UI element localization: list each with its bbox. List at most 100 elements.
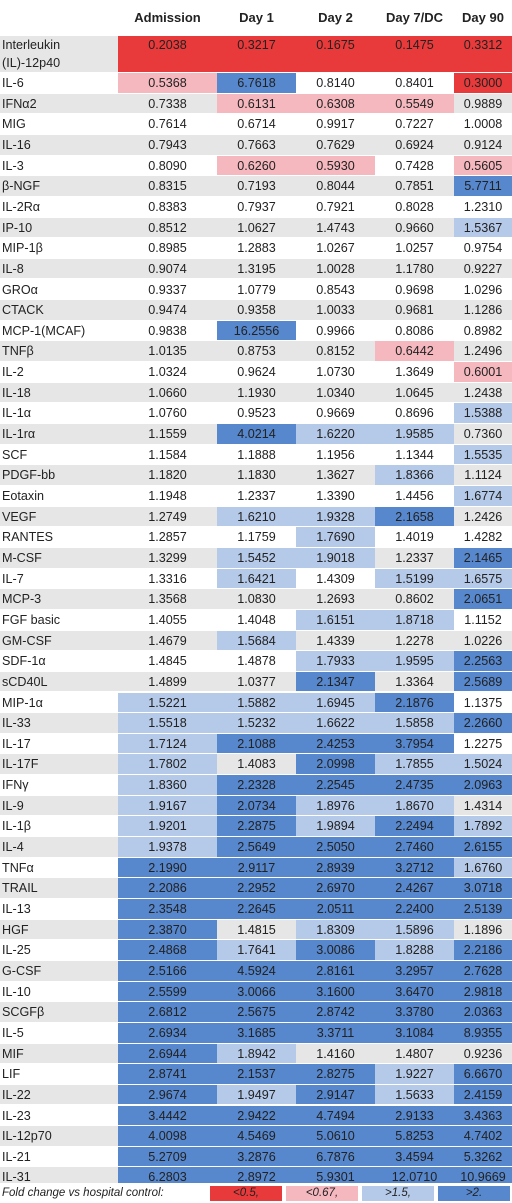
column-header: Day 1 [239, 10, 274, 25]
fold-change-cell: 1.5535 [454, 444, 512, 465]
fold-change-cell: 1.5633 [375, 1084, 454, 1105]
fold-change-cell: 1.7933 [296, 651, 375, 671]
table-row: IL-16 0.7943 0.7663 0.7629 0.6924 0.9124 [0, 134, 512, 156]
fold-change-cell: 0.9889 [463, 96, 503, 111]
cytokine-name: IL-1β [2, 819, 31, 834]
cytokine-name: SCF [2, 447, 28, 462]
fold-change-cell: 1.0226 [463, 633, 503, 648]
fold-change-cell: 0.6308 [296, 93, 375, 114]
fold-change-cell: 2.9147 [296, 1084, 375, 1105]
fold-change-cell: 0.6131 [217, 93, 296, 114]
fold-change-cell: 6.7618 [217, 73, 296, 93]
fold-change-cell: 1.8976 [296, 795, 375, 816]
cytokine-name: GM-CSF [2, 633, 52, 648]
cytokine-name: IL-2 [2, 365, 24, 380]
fold-change-cell: 1.0008 [463, 117, 503, 132]
fold-change-cell: 2.2400 [375, 899, 454, 919]
fold-change-cell: 0.9227 [463, 261, 503, 276]
fold-change-cell: 2.9117 [217, 857, 296, 878]
fold-change-cell: 2.2660 [454, 713, 512, 733]
cytokine-name: IL-17F [2, 757, 39, 772]
fold-change-cell: 1.1124 [464, 468, 502, 483]
fold-change-cell: 2.2328 [217, 775, 296, 795]
fold-change-cell: 0.8543 [316, 282, 355, 297]
cytokine-name: β-NGF [2, 179, 41, 194]
legend: Fold change vs hospital control: <0.5, <… [0, 1183, 512, 1203]
fold-change-cell: 2.2645 [217, 899, 296, 919]
table-row: G-CSF 2.5166 4.5924 2.8161 3.2957 2.7628 [0, 960, 512, 982]
cytokine-name: MIP-1α [2, 695, 43, 710]
fold-change-cell: 5.8253 [375, 1126, 454, 1146]
fold-change-cell: 3.4363 [454, 1105, 512, 1126]
cytokine-name: IL-21 [2, 1149, 31, 1164]
cytokine-name: SDF-1α [2, 654, 46, 669]
fold-change-cell: 2.8741 [118, 1064, 217, 1084]
table-row: IL-12p70 4.0098 4.5469 5.0610 5.8253 4.7402 [0, 1126, 512, 1147]
cytokine-name: IL-6 [2, 76, 24, 90]
fold-change-cell: 1.6575 [454, 568, 512, 589]
table-row: IL-22 2.9674 1.9497 2.9147 1.5633 2.4159 [0, 1084, 512, 1106]
fold-change-cell: 4.7494 [296, 1105, 375, 1126]
fold-change-cell: 2.4253 [296, 733, 375, 754]
fold-change-cell: 1.4314 [463, 798, 503, 813]
fold-change-cell: 1.2337 [237, 489, 276, 503]
fold-change-cell: 1.0730 [316, 365, 355, 380]
table-row: Interleukin (IL)-12p40 0.2038 0.3217 0.1675… [0, 36, 512, 73]
fold-change-cell: 0.7360 [463, 427, 503, 442]
fold-change-cell: 2.5649 [217, 837, 296, 857]
fold-change-cell: 2.8275 [296, 1064, 375, 1084]
legend-swatch-blue: >2. [438, 1186, 510, 1201]
fold-change-cell: 0.8383 [148, 199, 187, 214]
table-row: IL-4 1.9378 2.5649 2.5050 2.7460 2.6155 [0, 837, 512, 858]
fold-change-cell: 0.7428 [395, 158, 434, 173]
fold-change-cell: 0.1475 [375, 36, 454, 72]
fold-change-cell: 1.0340 [316, 385, 355, 400]
fold-change-cell: 0.7338 [148, 96, 187, 111]
table-row: MIG 0.7614 0.6714 0.9917 0.7227 1.0008 [0, 114, 512, 135]
fold-change-cell: 1.4048 [237, 612, 276, 627]
fold-change-cell: 1.4339 [316, 633, 355, 648]
fold-change-cell: 2.0651 [454, 589, 512, 609]
fold-change-cell: 0.9358 [237, 303, 276, 318]
fold-change-cell: 3.0718 [454, 878, 512, 898]
fold-change-cell: 2.6812 [118, 1002, 217, 1022]
fold-change-cell: 1.6220 [296, 424, 375, 444]
table-row: IL-18 1.0660 1.1930 1.0340 1.0645 1.2438 [0, 382, 512, 404]
fold-change-cell: 1.8942 [217, 1043, 296, 1064]
fold-change-cell: 2.4159 [454, 1084, 512, 1105]
fold-change-cell: 2.4868 [118, 940, 217, 960]
fold-change-cell: 1.0267 [316, 241, 355, 256]
fold-change-cell: 2.1658 [375, 506, 454, 527]
fold-change-cell: 3.1600 [296, 981, 375, 1002]
fold-change-cell: 16.2556 [217, 320, 296, 341]
fold-change-cell: 0.3000 [454, 73, 512, 93]
table-row: IL-1α 1.0760 0.9523 0.9669 0.8696 1.5388 [0, 403, 512, 425]
fold-change-cell: 1.9227 [375, 1064, 454, 1084]
fold-change-cell: 0.9660 [395, 220, 434, 235]
fold-change-cell: 1.9201 [118, 816, 217, 837]
fold-change-cell: 2.7460 [375, 837, 454, 857]
fold-change-cell: 0.5930 [296, 155, 375, 176]
fold-change-cell: 0.9337 [148, 282, 187, 297]
fold-change-cell: 3.1685 [217, 1022, 296, 1043]
fold-change-cell: 1.7690 [296, 527, 375, 547]
cytokine-name: HGF [2, 922, 29, 937]
fold-change-cell: 1.2438 [463, 385, 503, 400]
fold-change-cell: 1.1888 [237, 447, 276, 462]
fold-change-cell: 2.2952 [217, 878, 296, 898]
fold-change-cell: 1.9585 [375, 424, 454, 444]
fold-change-cell: 1.1375 [463, 695, 503, 710]
table-row: IL-23 3.4442 2.9422 4.7494 2.9133 3.4363 [0, 1105, 512, 1127]
table-row: M-CSF 1.3299 1.5452 1.9018 1.2337 2.1465 [0, 547, 512, 569]
table-row: MCP-3 1.3568 1.0830 1.2693 0.8602 2.0651 [0, 589, 512, 610]
fold-change-cell: 3.4442 [118, 1105, 217, 1126]
fold-change-cell: 1.1152 [464, 612, 502, 627]
fold-change-cell: 2.4267 [375, 878, 454, 898]
fold-change-cell: 0.2038 [118, 36, 217, 72]
fold-change-cell: 0.8512 [148, 220, 187, 235]
fold-change-cell: 1.1956 [316, 447, 355, 462]
fold-change-cell: 1.2693 [316, 592, 355, 607]
fold-change-cell: 1.1584 [148, 447, 187, 462]
table-row: IFNα2 0.7338 0.6131 0.6308 0.5549 0.9889 [0, 93, 512, 115]
cytokine-name: IL-25 [2, 943, 31, 958]
